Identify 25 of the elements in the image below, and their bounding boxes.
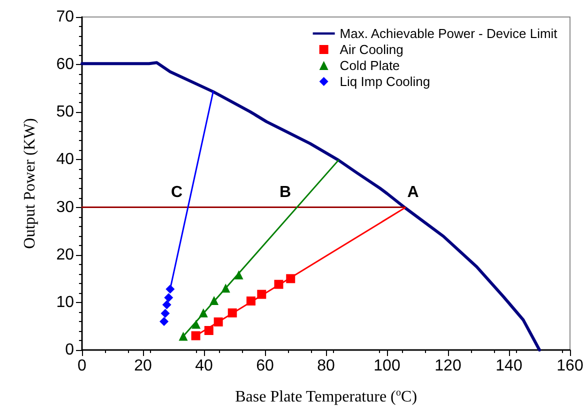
y-tick-label: 0 xyxy=(65,342,74,358)
legend-label: Liq Imp Cooling xyxy=(340,74,430,89)
y-tick-label: 60 xyxy=(56,56,74,74)
y-tick-label: 70 xyxy=(56,8,74,26)
legend-label: Cold Plate xyxy=(340,58,400,73)
x-tick-label: 140 xyxy=(496,358,522,374)
y-tick-label: 40 xyxy=(56,151,74,168)
annotation: C xyxy=(170,184,183,201)
y-tick-label: 30 xyxy=(56,198,74,216)
annotation: A xyxy=(407,184,420,201)
legend-label: Max. Achievable Power - Device Limit xyxy=(340,26,558,41)
x-tick-label: 40 xyxy=(195,358,213,374)
y-tick-label: 20 xyxy=(56,246,74,264)
x-tick-label: 60 xyxy=(256,358,274,374)
x-tick-label: 100 xyxy=(374,358,400,374)
legend-label: Air Cooling xyxy=(340,42,404,57)
y-tick-label: 50 xyxy=(56,104,74,121)
annotation: B xyxy=(280,184,292,201)
x-tick-label: 20 xyxy=(134,358,152,374)
x-tick-label: 80 xyxy=(317,358,335,374)
y-tick-label: 10 xyxy=(56,294,74,311)
y-axis-title: Output Power (KW) xyxy=(22,118,38,249)
x-tick-label: 120 xyxy=(434,358,462,374)
x-tick-label: 160 xyxy=(556,358,584,374)
x-tick-label: 0 xyxy=(78,358,87,374)
